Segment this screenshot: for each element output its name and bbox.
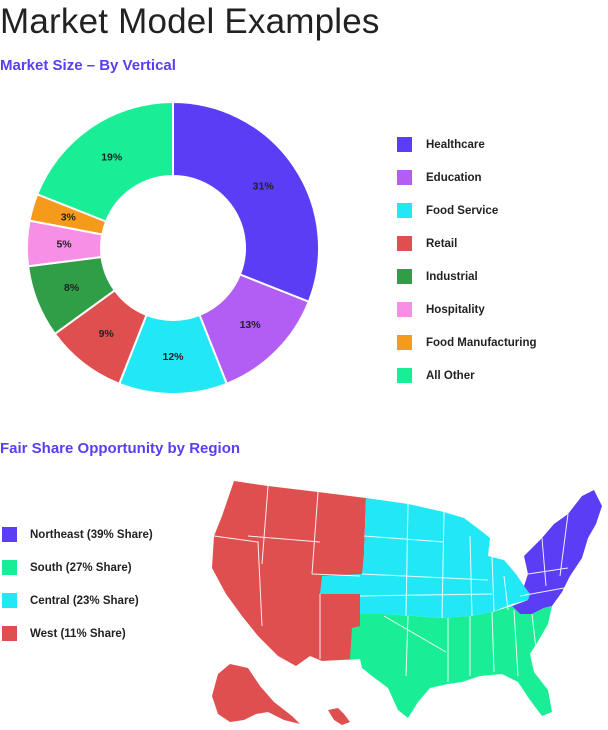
legend-item: Food Manufacturing [397, 326, 537, 359]
vertical-legend: Healthcare Education Food Service Retail Ind… [397, 128, 537, 392]
region-legend-item: South (27% Share) [2, 551, 153, 584]
legend-label: All Other [426, 369, 475, 382]
legend-swatch [397, 269, 412, 284]
legend-swatch [397, 368, 412, 383]
region-legend-label: South (27% Share) [30, 561, 132, 574]
legend-swatch [397, 335, 412, 350]
donut-slice-label: 12% [162, 351, 184, 363]
donut-slice-label: 19% [101, 152, 123, 164]
map-region-northeast [512, 490, 602, 614]
legend-swatch [397, 137, 412, 152]
region-legend-item: West (11% Share) [2, 617, 153, 650]
donut-slice-label: 8% [64, 282, 80, 294]
legend-item: Hospitality [397, 293, 537, 326]
region-map-title: Fair Share Opportunity by Region [0, 440, 241, 457]
region-legend-swatch [2, 593, 17, 608]
legend-label: Food Service [426, 204, 499, 217]
donut-slice-label: 3% [61, 211, 77, 223]
donut-slice-label: 13% [240, 319, 262, 331]
legend-item: Industrial [397, 260, 537, 293]
map-region-hawaii [328, 708, 350, 725]
legend-swatch [397, 302, 412, 317]
legend-swatch [397, 203, 412, 218]
donut-slice-label: 9% [99, 328, 115, 340]
region-legend-swatch [2, 626, 17, 641]
donut-slice-label: 5% [56, 238, 72, 250]
legend-label: Retail [426, 237, 458, 250]
region-legend-label: Central (23% Share) [30, 594, 139, 607]
market-size-donut-chart: 31% 13% 12% 9% 8% 5% 3% 19% [26, 100, 320, 395]
legend-item: All Other [397, 359, 537, 392]
us-region-map [212, 481, 602, 725]
region-legend-item: Northeast (39% Share) [2, 518, 153, 551]
state-borders [213, 485, 569, 682]
legend-label: Industrial [426, 270, 478, 283]
region-legend-swatch [2, 560, 17, 575]
legend-label: Healthcare [426, 138, 485, 151]
donut-slice-healthcare [172, 100, 320, 304]
donut-slice-label: 31% [253, 181, 275, 193]
map-region-south [350, 606, 552, 718]
region-legend-label: Northeast (39% Share) [30, 528, 153, 541]
legend-label: Food Manufacturing [426, 336, 537, 349]
map-region-alaska [212, 664, 300, 724]
legend-item: Retail [397, 227, 537, 260]
map-region-west [212, 481, 366, 666]
legend-label: Hospitality [426, 303, 485, 316]
legend-swatch [397, 170, 412, 185]
region-legend-swatch [2, 527, 17, 542]
legend-swatch [397, 236, 412, 251]
legend-label: Education [426, 171, 482, 184]
page-title: Market Model Examples [0, 2, 380, 41]
legend-item: Food Service [397, 194, 537, 227]
region-legend: Northeast (39% Share) South (27% Share) Ce… [2, 518, 153, 650]
map-region-central [320, 498, 530, 618]
region-legend-item: Central (23% Share) [2, 584, 153, 617]
legend-item: Education [397, 161, 537, 194]
region-legend-label: West (11% Share) [30, 627, 126, 640]
donut-slice-all-other [35, 100, 174, 223]
donut-chart-title: Market Size – By Vertical [0, 57, 176, 74]
legend-item: Healthcare [397, 128, 537, 161]
